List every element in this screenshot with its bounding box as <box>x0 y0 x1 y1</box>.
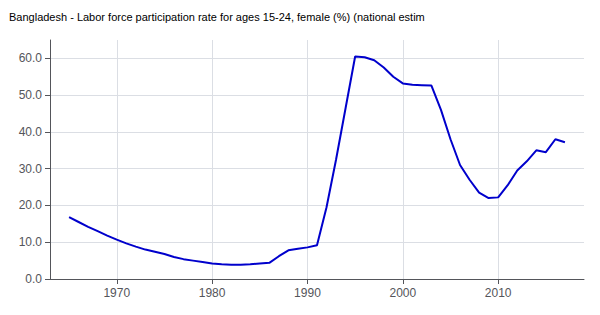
svg-text:1990: 1990 <box>294 286 321 300</box>
svg-text:50.0: 50.0 <box>19 88 43 102</box>
svg-text:0.0: 0.0 <box>25 272 42 286</box>
svg-text:Bangladesh - Labor force parti: Bangladesh - Labor force participation r… <box>9 11 425 23</box>
svg-text:1970: 1970 <box>103 286 130 300</box>
svg-text:1980: 1980 <box>199 286 226 300</box>
svg-text:40.0: 40.0 <box>19 125 43 139</box>
svg-text:10.0: 10.0 <box>19 235 43 249</box>
svg-text:20.0: 20.0 <box>19 198 43 212</box>
svg-text:60.0: 60.0 <box>19 51 43 65</box>
svg-text:2000: 2000 <box>389 286 416 300</box>
svg-text:30.0: 30.0 <box>19 162 43 176</box>
svg-text:2010: 2010 <box>485 286 512 300</box>
